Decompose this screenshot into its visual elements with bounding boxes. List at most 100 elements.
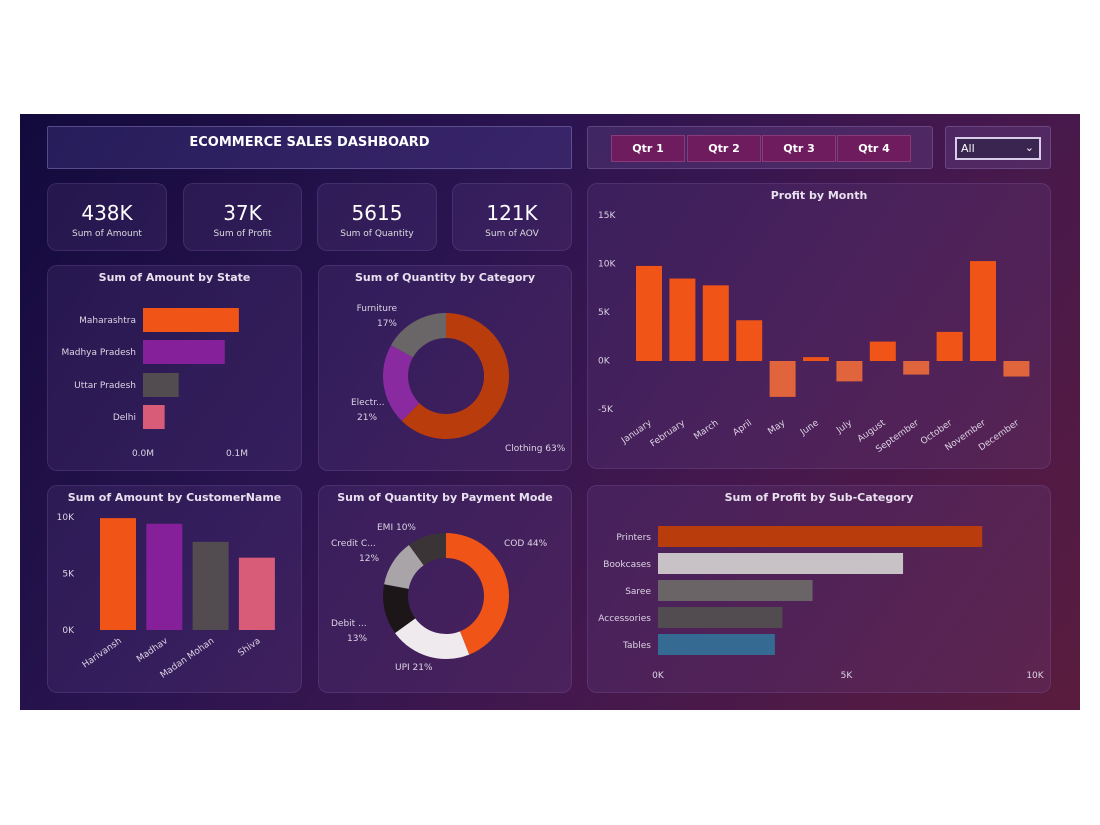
bar[interactable] <box>769 361 796 397</box>
qtr-1-button[interactable]: Qtr 1 <box>611 135 685 162</box>
x-tick-label: July <box>834 418 854 436</box>
chart-amount-by-customer: Sum of Amount by CustomerName 10K 5K 0K Hari… <box>47 485 302 693</box>
kpi-value: 37K <box>223 201 262 225</box>
donut-slice[interactable] <box>391 313 446 358</box>
kpi-label: Sum of Quantity <box>340 229 414 239</box>
bar[interactable] <box>803 357 829 361</box>
kpi-value: 5615 <box>351 201 403 225</box>
x-tick-label: 0.1M <box>226 449 248 459</box>
category-label: Credit C... <box>331 539 376 549</box>
dashboard: ECOMMERCE SALES DASHBOARD Qtr 1 Qtr 2 Qt… <box>20 114 1080 710</box>
chart-amount-by-state: Sum of Amount by State Maharashtra Madhya … <box>47 265 302 471</box>
donut-slice[interactable] <box>395 618 470 659</box>
y-tick-label: 15K <box>598 211 616 221</box>
bar[interactable] <box>100 518 136 630</box>
chart-title: Profit by Month <box>770 189 868 202</box>
kpi-label: Sum of Amount <box>72 229 142 239</box>
category-label: Madhya Pradesh <box>61 348 136 358</box>
kpi-card-profit: 37K Sum of Profit <box>183 183 302 251</box>
y-tick-label: 5K <box>598 308 611 318</box>
donut-slice[interactable] <box>384 545 424 589</box>
bar[interactable] <box>658 526 983 547</box>
kpi-card-aov: 121K Sum of AOV <box>452 183 572 251</box>
bar[interactable] <box>658 607 783 628</box>
kpi-card-quantity: 5615 Sum of Quantity <box>317 183 437 251</box>
chart-quantity-by-category: Sum of Quantity by Category Clothing 63% E… <box>318 265 572 471</box>
slice-label: EMI 10% <box>377 523 416 533</box>
bar[interactable] <box>936 331 963 361</box>
chevron-down-icon: ⌄ <box>1024 141 1034 154</box>
slice-label: 12% <box>359 554 379 564</box>
y-tick-label: -5K <box>598 405 614 415</box>
slice-label: COD 44% <box>504 539 548 549</box>
category-label: Electr... <box>351 398 385 408</box>
bar[interactable] <box>143 308 239 332</box>
chart-title: Sum of Amount by State <box>98 271 251 284</box>
bar[interactable] <box>1003 361 1030 377</box>
category-label: Accessories <box>598 614 651 624</box>
bar[interactable] <box>669 278 696 361</box>
chart-title: Sum of Quantity by Category <box>354 271 536 284</box>
x-tick-label: March <box>692 418 720 442</box>
chart-title: Sum of Quantity by Payment Mode <box>337 491 553 504</box>
y-tick-label: 10K <box>598 260 616 270</box>
slice-label: 17% <box>377 319 397 329</box>
bar[interactable] <box>970 261 996 361</box>
x-tick-label: February <box>649 418 688 449</box>
qtr-2-button[interactable]: Qtr 2 <box>687 135 761 162</box>
chart-title: Sum of Amount by CustomerName <box>67 491 282 504</box>
x-tick-label: Shiva <box>237 636 263 658</box>
donut-slice[interactable] <box>383 345 420 421</box>
y-tick-label: 0K <box>598 357 611 367</box>
category-label: Uttar Pradesh <box>74 381 136 391</box>
kpi-value: 438K <box>81 201 133 225</box>
bar[interactable] <box>143 373 179 397</box>
x-tick-label: 0K <box>652 671 665 681</box>
donut-slice[interactable] <box>401 313 509 439</box>
x-tick-label: May <box>766 418 788 437</box>
y-tick-label: 0K <box>62 626 75 636</box>
donut-slice[interactable] <box>383 584 416 634</box>
x-tick-label: Madhav <box>135 636 170 665</box>
donut-slice[interactable] <box>446 533 509 655</box>
x-tick-label: 0.0M <box>132 449 154 459</box>
chart-profit-by-month: Profit by Month 15K 10K 5K 0K -5K January Febru… <box>587 183 1051 469</box>
bar[interactable] <box>658 580 813 601</box>
y-tick-label: 10K <box>57 513 75 523</box>
x-tick-label: April <box>731 418 754 438</box>
bar[interactable] <box>146 523 183 630</box>
bar[interactable] <box>836 361 863 382</box>
qtr-4-button[interactable]: Qtr 4 <box>837 135 911 162</box>
donut-slice[interactable] <box>408 533 446 566</box>
bar[interactable] <box>903 361 930 375</box>
category-label: Furniture <box>357 304 398 314</box>
y-tick-label: 5K <box>62 570 75 580</box>
filter-box: All ⌄ <box>945 126 1051 169</box>
bar[interactable] <box>702 285 729 361</box>
category-label: Tables <box>622 641 651 651</box>
bar[interactable] <box>736 320 763 361</box>
kpi-label: Sum of AOV <box>485 229 539 239</box>
qtr-3-button[interactable]: Qtr 3 <box>762 135 836 162</box>
kpi-label: Sum of Profit <box>213 229 272 239</box>
x-tick-label: 5K <box>841 671 854 681</box>
bar[interactable] <box>143 340 225 364</box>
category-label: Debit ... <box>331 619 367 629</box>
category-label: Bookcases <box>603 560 651 570</box>
filter-dropdown[interactable]: All ⌄ <box>955 137 1041 160</box>
bar[interactable] <box>636 265 662 361</box>
dropdown-value: All <box>961 142 975 155</box>
bar[interactable] <box>869 341 896 361</box>
category-label: Printers <box>616 533 651 543</box>
chart-title: Sum of Profit by Sub-Category <box>724 491 914 504</box>
bar[interactable] <box>143 405 165 429</box>
bar[interactable] <box>658 634 775 655</box>
kpi-card-amount: 438K Sum of Amount <box>47 183 167 251</box>
dashboard-title: ECOMMERCE SALES DASHBOARD <box>47 126 572 169</box>
chart-profit-by-subcategory: Sum of Profit by Sub-Category Printers Boo… <box>587 485 1051 693</box>
bar[interactable] <box>192 541 229 630</box>
slice-label: UPI 21% <box>395 663 433 673</box>
bar[interactable] <box>238 557 275 630</box>
bar[interactable] <box>658 553 904 574</box>
category-label: Saree <box>625 587 651 597</box>
